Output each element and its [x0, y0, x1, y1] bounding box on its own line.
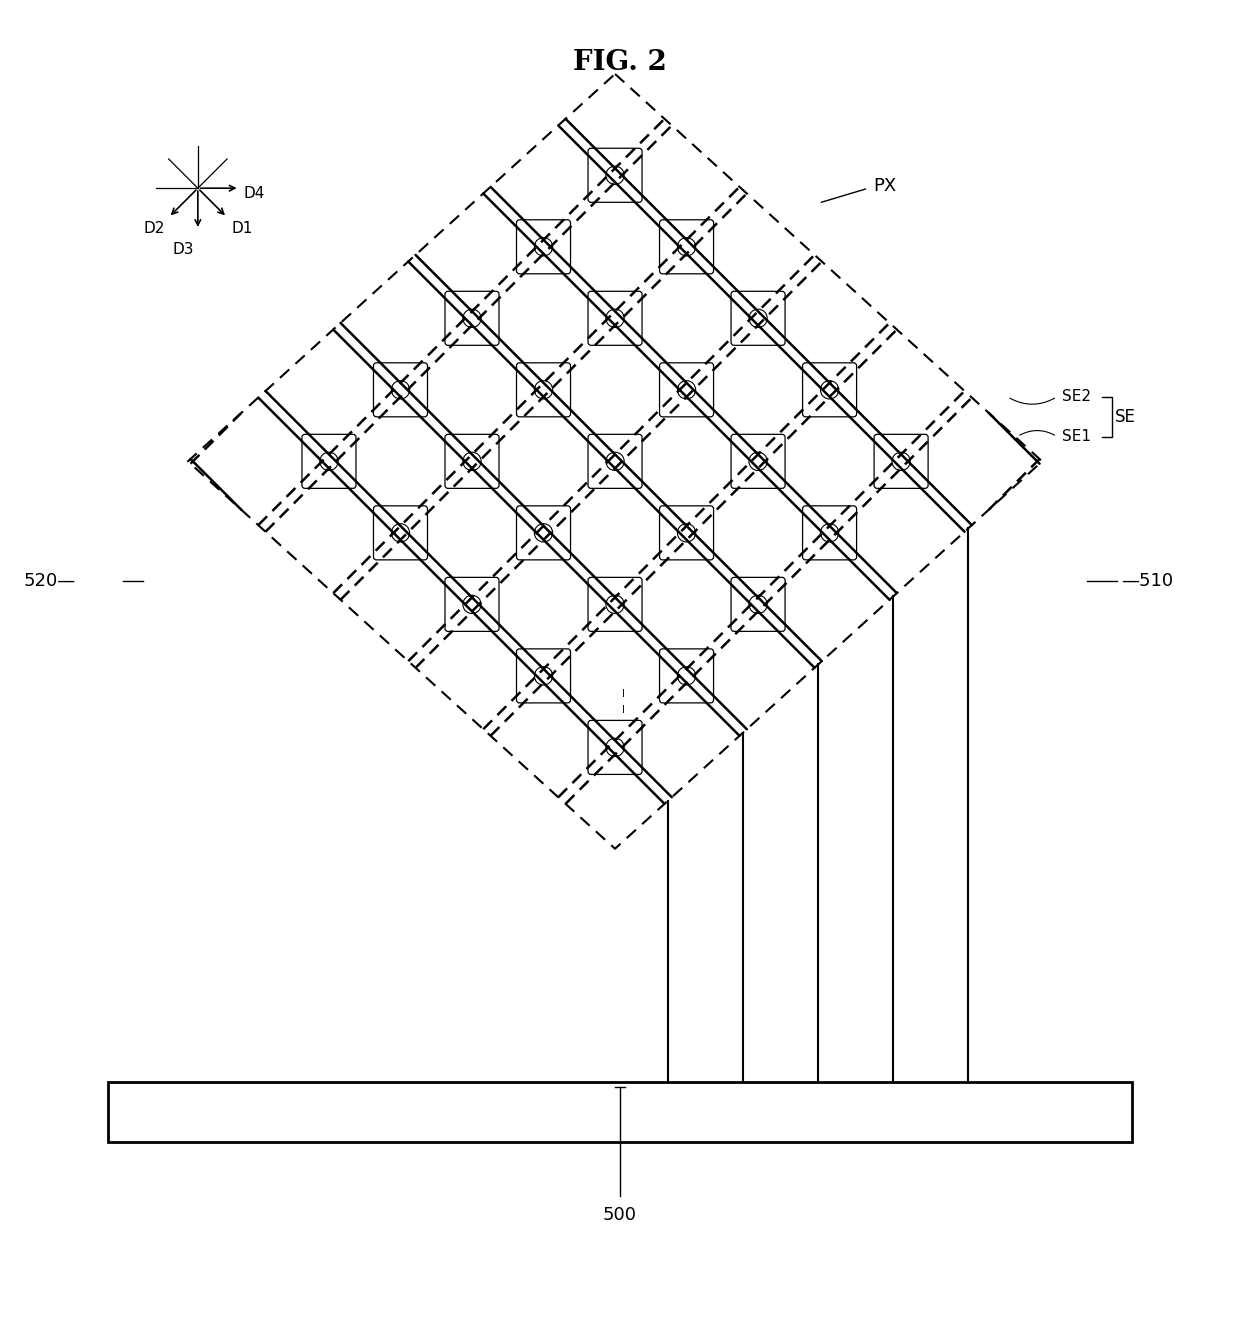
Text: SE2: SE2 — [1061, 389, 1091, 405]
Text: 520—: 520— — [24, 571, 76, 590]
Text: —510: —510 — [1122, 571, 1174, 590]
Text: D2: D2 — [144, 222, 165, 236]
Bar — [108, 1082, 1132, 1142]
Text: I: I — [621, 689, 625, 699]
Text: SE1: SE1 — [1061, 429, 1091, 445]
Text: I: I — [621, 704, 625, 715]
Text: PX: PX — [873, 177, 897, 195]
Text: D3: D3 — [172, 241, 193, 257]
Text: D4: D4 — [243, 186, 265, 202]
Text: SE: SE — [1115, 408, 1136, 426]
Text: FIG. 2: FIG. 2 — [573, 49, 667, 77]
Text: D1: D1 — [231, 222, 253, 236]
Text: 500: 500 — [603, 1207, 637, 1224]
